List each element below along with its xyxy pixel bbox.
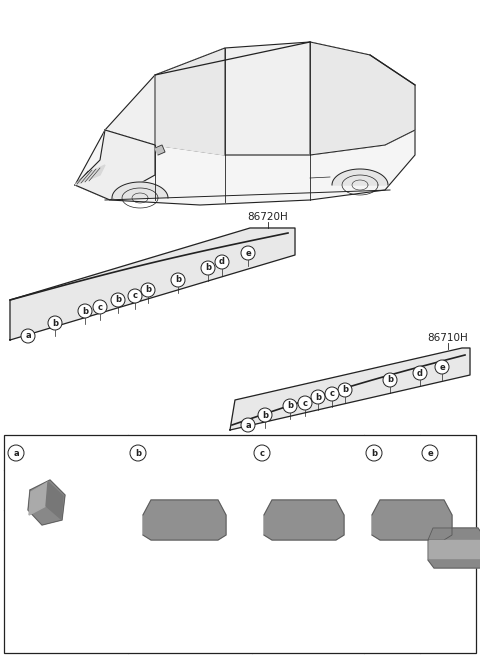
Polygon shape (10, 228, 295, 340)
Text: b: b (145, 286, 151, 294)
Text: c: c (97, 302, 103, 311)
Text: b: b (175, 275, 181, 284)
Circle shape (338, 383, 352, 397)
Polygon shape (264, 500, 344, 540)
Polygon shape (143, 500, 226, 540)
Text: a: a (13, 449, 19, 457)
Polygon shape (428, 528, 480, 568)
Text: b: b (315, 392, 321, 401)
Polygon shape (310, 42, 415, 155)
Circle shape (171, 273, 185, 287)
Circle shape (21, 329, 35, 343)
Text: 86720H: 86720H (248, 212, 288, 222)
Text: a: a (245, 420, 251, 430)
Circle shape (254, 445, 270, 461)
Text: c: c (132, 292, 137, 300)
Text: a: a (25, 332, 31, 340)
Text: d: d (417, 369, 423, 378)
Text: 87249
87216X: 87249 87216X (374, 471, 414, 494)
Text: e: e (245, 248, 251, 258)
Circle shape (111, 293, 125, 307)
Circle shape (298, 396, 312, 410)
Polygon shape (46, 482, 63, 519)
Polygon shape (75, 165, 105, 185)
Circle shape (8, 445, 24, 461)
Polygon shape (372, 500, 452, 540)
Circle shape (325, 387, 339, 401)
Circle shape (383, 373, 397, 387)
Polygon shape (75, 130, 155, 200)
Circle shape (128, 289, 142, 303)
Circle shape (241, 246, 255, 260)
Circle shape (435, 360, 449, 374)
Text: b: b (82, 307, 88, 315)
Bar (4, 435, 476, 653)
Text: b: b (52, 319, 58, 327)
Polygon shape (28, 480, 65, 525)
Circle shape (78, 304, 92, 318)
Circle shape (141, 283, 155, 297)
Text: 86710H: 86710H (428, 333, 468, 343)
Text: 87229B
87219B: 87229B 87219B (430, 471, 470, 494)
Polygon shape (75, 130, 415, 205)
Circle shape (258, 408, 272, 422)
Text: 87215G: 87215G (153, 448, 194, 458)
Polygon shape (429, 540, 480, 558)
Text: b: b (287, 401, 293, 411)
Text: c: c (260, 449, 264, 457)
Polygon shape (29, 482, 48, 515)
Text: e: e (439, 363, 445, 371)
Text: c: c (302, 399, 308, 407)
Polygon shape (105, 42, 415, 155)
Text: b: b (387, 376, 393, 384)
Circle shape (311, 390, 325, 404)
Circle shape (215, 255, 229, 269)
Text: e: e (427, 449, 433, 457)
Text: b: b (371, 449, 377, 457)
Circle shape (413, 366, 427, 380)
Text: 86735A: 86735A (277, 448, 317, 458)
Circle shape (366, 445, 382, 461)
Text: b: b (205, 263, 211, 273)
Polygon shape (155, 48, 225, 155)
Polygon shape (112, 182, 168, 198)
Circle shape (48, 316, 62, 330)
Circle shape (201, 261, 215, 275)
Circle shape (130, 445, 146, 461)
Polygon shape (155, 145, 165, 155)
Text: b: b (135, 449, 141, 457)
Circle shape (422, 445, 438, 461)
Circle shape (93, 300, 107, 314)
Text: d: d (219, 258, 225, 267)
Text: b: b (262, 411, 268, 420)
Circle shape (283, 399, 297, 413)
Polygon shape (332, 169, 388, 185)
Text: b: b (342, 386, 348, 394)
Text: b: b (115, 296, 121, 304)
Text: 87218R
87218L: 87218R 87218L (9, 477, 49, 501)
Circle shape (241, 418, 255, 432)
Polygon shape (230, 348, 470, 430)
Text: c: c (329, 390, 335, 399)
